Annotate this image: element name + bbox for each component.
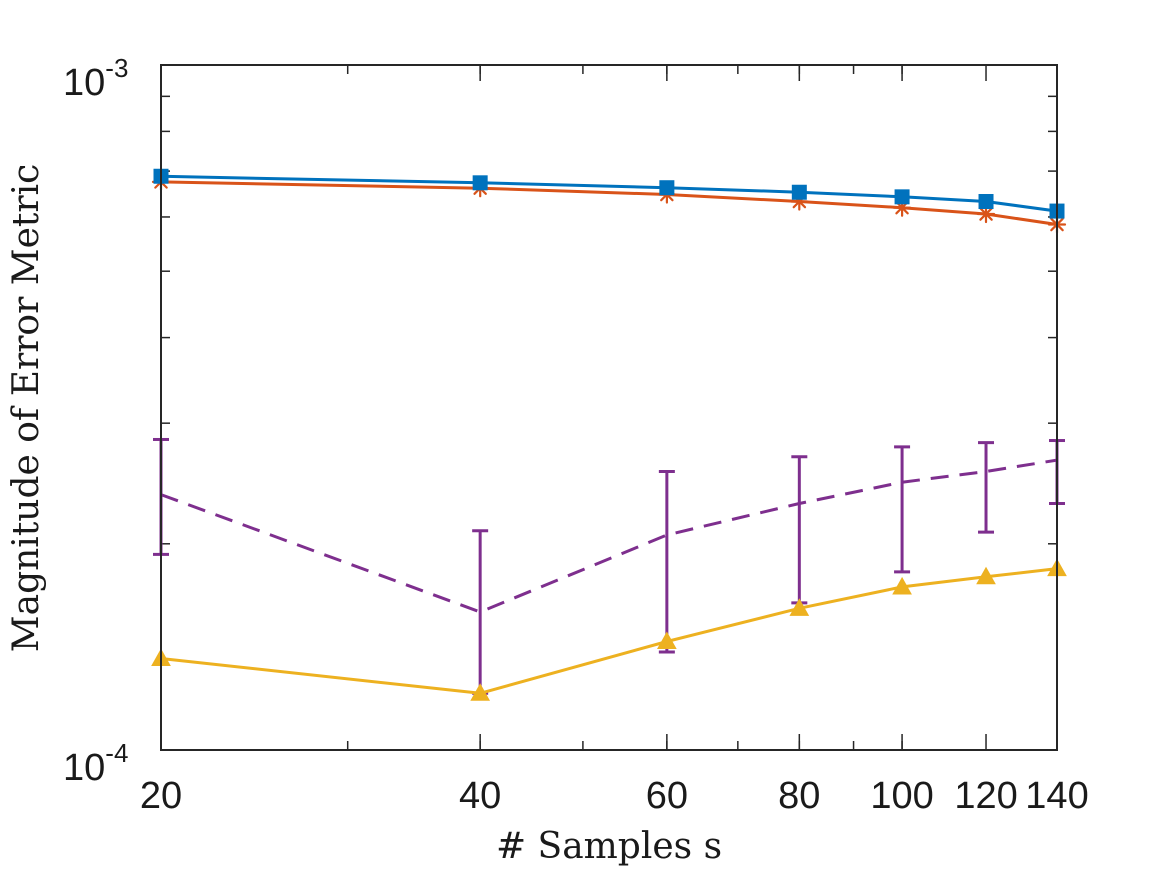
data-point-square: [791, 184, 807, 200]
plot-area-frame: [160, 64, 1058, 751]
data-point-triangle: [789, 598, 810, 616]
data-point-triangle: [976, 566, 996, 585]
plot-area-background: [161, 65, 1057, 750]
series-yellow-triangle: [151, 558, 1067, 701]
y-axis-title: Magnitude of Error Metric: [6, 164, 47, 653]
x-axis-title: # Samples s: [496, 826, 722, 867]
data-point-square: [472, 175, 488, 191]
data-point-square: [978, 194, 994, 210]
x-tick-label: 20: [140, 775, 182, 817]
x-tick-label: 40: [459, 775, 501, 817]
data-point-triangle: [470, 683, 491, 701]
series-blue-square: [153, 168, 1065, 219]
x-tick-label: 80: [778, 775, 820, 817]
y-tick-labels: 10-3 10-4: [63, 53, 128, 789]
x-tick-label: 100: [870, 775, 933, 817]
data-point-asterisk: [976, 204, 996, 224]
x-tick-label: 140: [1025, 775, 1088, 817]
x-tick-label: 120: [954, 775, 1017, 817]
y-tick-label: 10-3: [63, 53, 128, 104]
data-point-triangle: [892, 576, 912, 595]
data-point-square: [894, 189, 910, 205]
data-point-triangle: [657, 631, 677, 650]
data-point-square: [659, 180, 675, 196]
x-tick-label: 60: [646, 775, 688, 817]
x-tick-labels: 20 40 60 80 100 120 140: [140, 775, 1089, 817]
y-tick-label: 10-4: [63, 738, 128, 789]
